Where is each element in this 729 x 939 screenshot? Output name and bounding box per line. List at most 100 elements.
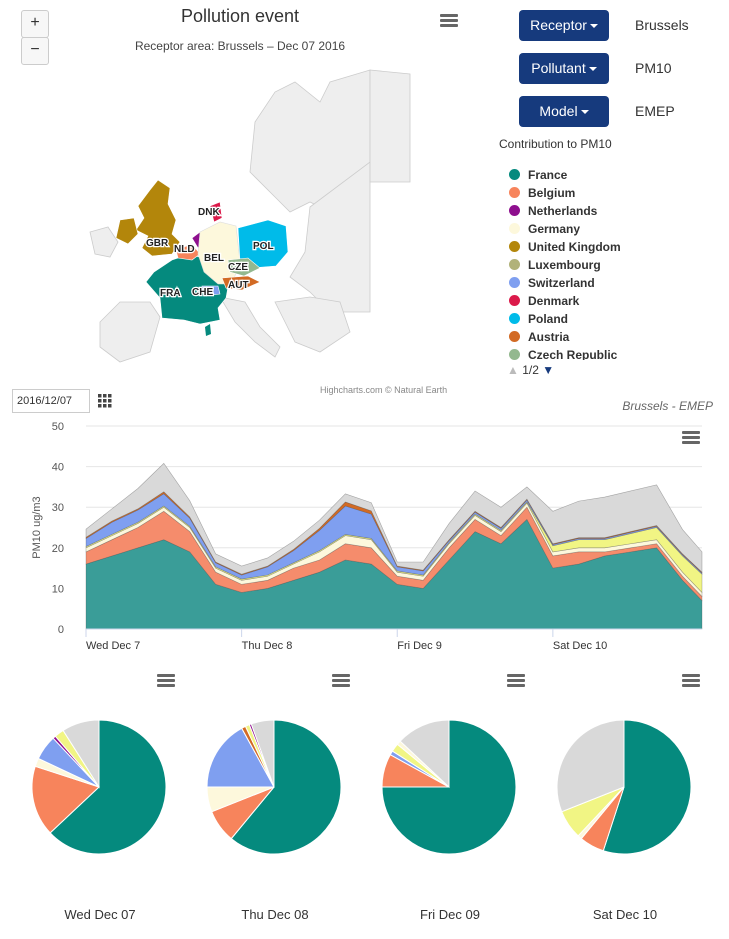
legend-label: Luxembourg <box>528 258 601 272</box>
legend-item-france[interactable]: France <box>509 166 567 184</box>
pie-charts[interactable] <box>0 700 729 900</box>
pie-3-slice-france[interactable] <box>381 719 517 855</box>
legend-label: Austria <box>528 330 570 344</box>
legend-marker <box>509 295 520 306</box>
pie-label-1: Wed Dec 07 <box>64 907 136 922</box>
legend-item-denmark[interactable]: Denmark <box>509 292 579 310</box>
legend-item-austria[interactable]: Austria <box>509 328 569 346</box>
pie-menu-icon-3[interactable] <box>507 674 525 688</box>
map-label-cze: CZE <box>228 262 248 273</box>
legend-item-germany[interactable]: Germany <box>509 220 580 238</box>
legend-label: France <box>528 168 568 182</box>
y-tick-label: 30 <box>52 502 64 514</box>
pie-label-4: Sat Dec 10 <box>592 907 658 922</box>
date-input[interactable]: 2016/12/07 <box>12 389 90 413</box>
receptor-button[interactable]: Receptor <box>519 10 609 41</box>
map-label-dnk: DNK <box>198 207 220 218</box>
europe-map[interactable]: GBR DNK NLD BEL POL CZE FRA CHE AUT <box>80 62 480 382</box>
corsica-region[interactable] <box>205 324 211 336</box>
map-label-pol: POL <box>253 241 274 252</box>
x-tick-label: Wed Dec 7 <box>86 640 140 652</box>
y-tick-label: 10 <box>52 583 64 595</box>
legend-item-poland[interactable]: Poland <box>509 310 568 328</box>
pie-3-slice-other[interactable] <box>399 719 450 789</box>
legend-prev-icon[interactable]: ▲ <box>507 363 519 377</box>
map-title: Pollution event <box>180 6 300 26</box>
zoom-out-button[interactable]: − <box>21 37 49 65</box>
area-series-other[interactable] <box>85 462 703 575</box>
irl-region[interactable] <box>115 217 139 245</box>
legend-item-czech-republic[interactable]: Czech Republic <box>509 346 617 360</box>
dnk-region[interactable] <box>209 201 223 223</box>
area-chart-title: Brussels - EMEP <box>622 399 713 413</box>
legend-marker <box>509 241 520 252</box>
legend-marker <box>509 187 520 198</box>
y-tick-label: 20 <box>52 543 64 555</box>
y-axis-label: PM10 ug/m3 <box>31 496 43 558</box>
legend-title: Contribution to PM10 <box>499 137 612 151</box>
pie-4-slice-france[interactable] <box>602 719 692 855</box>
legend-marker <box>509 205 520 216</box>
pie-2-slice-france[interactable] <box>230 719 342 855</box>
x-tick-label: Sat Dec 10 <box>553 640 607 652</box>
pie-2-slice-switzerland[interactable] <box>206 727 275 788</box>
model-button[interactable]: Model <box>519 96 609 127</box>
legend-label: Belgium <box>528 186 576 200</box>
legend-marker <box>509 331 520 342</box>
legend-label: Czech Republic <box>528 348 618 360</box>
map-credits: Highcharts.com © Natural Earth <box>320 385 448 395</box>
legend-label: Poland <box>528 312 569 326</box>
legend-label: Switzerland <box>528 276 595 290</box>
legend-marker <box>509 223 520 234</box>
legend-item-luxembourg[interactable]: Luxembourg <box>509 256 601 274</box>
pie-menu-icon-4[interactable] <box>682 674 700 688</box>
pie-1-slice-france[interactable] <box>49 719 167 855</box>
pie-menu-icon-1[interactable] <box>157 674 175 688</box>
pie-2-slice-other[interactable] <box>250 719 275 788</box>
map-label-nld: NLD <box>174 244 195 255</box>
map-subtitle: Receptor area: Brussels – Dec 07 2016 <box>134 39 346 53</box>
gbr-region[interactable] <box>135 179 181 257</box>
legend-label: Denmark <box>528 294 580 308</box>
pie-4-slice-other[interactable] <box>556 719 625 813</box>
pollutant-button[interactable]: Pollutant <box>519 53 609 84</box>
legend-item-switzerland[interactable]: Switzerland <box>509 274 595 292</box>
map-label-fra: FRA <box>160 288 181 299</box>
legend-marker <box>509 313 520 324</box>
legend-item-netherlands[interactable]: Netherlands <box>509 202 597 220</box>
map-label-aut: AUT <box>228 280 249 291</box>
model-value: EMEP <box>635 103 675 119</box>
area-chart-menu-icon[interactable] <box>682 431 700 445</box>
legend-next-icon[interactable]: ▼ <box>542 363 555 377</box>
pie-label-2: Thu Dec 08 <box>241 907 309 922</box>
x-tick-label: Thu Dec 8 <box>242 640 293 652</box>
calendar-grid-icon[interactable] <box>98 394 112 408</box>
cze-region[interactable] <box>227 257 261 277</box>
zoom-in-button[interactable]: + <box>21 10 49 38</box>
legend-label: Netherlands <box>528 204 598 218</box>
map-label-gbr: GBR <box>146 238 169 249</box>
legend-page: 1/2 <box>522 363 539 377</box>
x-tick-label: Fri Dec 9 <box>397 640 442 652</box>
legend-pager: ▲ 1/2 ▼ <box>507 363 554 377</box>
pie-1-slice-other[interactable] <box>62 719 100 789</box>
legend-item-belgium[interactable]: Belgium <box>509 184 575 202</box>
map-label-che: CHE <box>192 287 213 298</box>
pollutant-value: PM10 <box>635 60 672 76</box>
area-chart[interactable]: 0 10 20 30 40 50 Wed Dec 7 Thu Dec 8 Fri Dec 9 Sa… <box>0 415 729 655</box>
legend-label: Germany <box>528 222 581 236</box>
map-label-bel: BEL <box>204 253 224 264</box>
legend-label: United Kingdom <box>528 240 621 254</box>
bel-region[interactable] <box>175 243 201 261</box>
aut-region[interactable] <box>221 275 261 291</box>
legend-marker <box>509 349 520 360</box>
pie-1-slice-belgium[interactable] <box>31 765 100 834</box>
legend-marker <box>509 169 520 180</box>
y-tick-label: 50 <box>52 421 64 433</box>
pie-label-3: Fri Dec 09 <box>420 907 480 922</box>
pie-menu-icon-2[interactable] <box>332 674 350 688</box>
map-menu-icon[interactable] <box>440 14 458 28</box>
map-background-countries <box>89 69 411 363</box>
che-region[interactable] <box>201 285 221 297</box>
legend-item-united-kingdom[interactable]: United Kingdom <box>509 238 621 256</box>
